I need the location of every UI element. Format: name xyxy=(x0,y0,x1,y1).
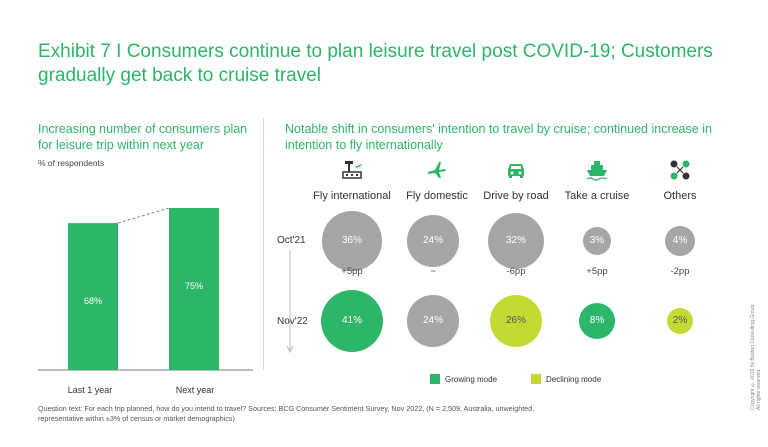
bubble: 3% xyxy=(582,226,612,256)
bar-connector xyxy=(117,207,170,224)
copyright-notice: Copyright © 2019 by Boston Consulting Gr… xyxy=(750,303,762,410)
airport-icon xyxy=(342,161,362,179)
category-label-take-a-cruise: Take a cruise xyxy=(564,190,630,202)
others-icon xyxy=(670,160,690,180)
legend-swatch-declining xyxy=(531,374,541,384)
bubble: 41% xyxy=(320,289,384,353)
bar-value-label: 75% xyxy=(185,281,203,291)
bubble: 36% xyxy=(322,211,382,271)
category-label-fly-international: Fly international xyxy=(313,190,391,202)
legend-swatch-growing xyxy=(430,374,440,384)
category-label-fly-domestic: Fly domestic xyxy=(406,190,468,202)
bar-value-label: 68% xyxy=(84,296,102,306)
bubble: 24% xyxy=(407,215,459,267)
change-label: -2pp xyxy=(670,266,690,277)
change-label: -6pp xyxy=(506,266,526,277)
bubble: 32% xyxy=(487,212,545,270)
exhibit-title: Exhibit 7 I Consumers continue to plan l… xyxy=(38,41,713,86)
unit-label: % of respondents xyxy=(38,158,105,168)
bar xyxy=(68,223,118,370)
footnote: Question text: For each trip planned, ho… xyxy=(38,404,535,423)
left-panel-subtitle: Increasing number of consumers plan for … xyxy=(38,122,248,152)
change-label: ~ xyxy=(430,266,436,277)
ship-icon xyxy=(586,161,608,181)
row-label-oct21: Oct'21 xyxy=(277,235,306,246)
legend-label-declining: Declining mode xyxy=(546,375,602,384)
bubble: 8% xyxy=(578,302,616,340)
bar-category-label: Last 1 year xyxy=(67,385,113,395)
bubble: 24% xyxy=(407,295,459,347)
change-label: +5pp xyxy=(586,266,608,277)
bubble: 26% xyxy=(489,294,543,348)
bar xyxy=(169,208,219,370)
category-label-others: Others xyxy=(663,190,697,202)
bubble: 2% xyxy=(666,307,694,335)
change-label: +5pp xyxy=(341,266,363,277)
right-panel-subtitle: Notable shift in consumers' intention to… xyxy=(285,122,712,152)
panel-divider xyxy=(263,118,264,370)
row-label-nov22: Nov'22 xyxy=(277,316,308,327)
time-arrow xyxy=(286,250,294,354)
bar-category-label: Next year xyxy=(175,385,215,395)
bubble: 4% xyxy=(664,225,696,257)
bar-chart: 68% 75% xyxy=(38,207,253,371)
plane-icon xyxy=(428,162,446,178)
category-label-drive-by-road: Drive by road xyxy=(483,190,549,202)
legend-label-growing: Growing mode xyxy=(445,375,498,384)
car-icon xyxy=(508,164,524,178)
